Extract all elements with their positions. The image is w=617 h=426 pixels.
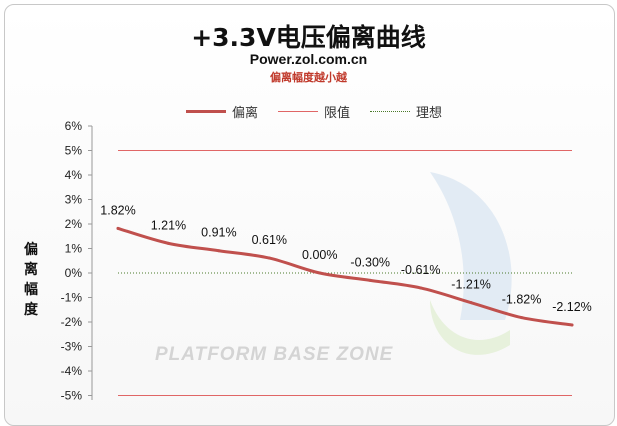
data-label: 0.91%: [201, 226, 236, 240]
data-point: [217, 249, 221, 253]
legend-swatch-ideal: [370, 110, 410, 112]
chart-plot: PLATFORM BASE ZONE 6% 5% 4% 3% 2% 1% 0% -1% -2% -…: [61, 119, 592, 401]
data-point: [419, 286, 423, 290]
legend-item-deviation: 偏离: [186, 102, 259, 121]
y-tick-label: 1%: [65, 242, 83, 256]
data-label: 1.82%: [100, 203, 135, 217]
chart-note: 偏离幅度越小越: [270, 71, 347, 84]
y-axis-label: 偏 离 幅 度: [22, 240, 40, 320]
data-label: 0.61%: [252, 233, 287, 247]
legend-label-ideal: 理想: [416, 105, 443, 121]
watermark: PLATFORM BASE ZONE: [155, 172, 512, 365]
y-tick-label: -5%: [61, 389, 83, 401]
y-tick-label: 6%: [65, 119, 83, 133]
legend-label-limit: 限值: [324, 105, 351, 121]
data-point: [368, 278, 372, 282]
y-axis-label-char: 偏: [24, 242, 38, 258]
y-tick-label: 4%: [65, 168, 83, 182]
chart-frame: [4, 4, 615, 426]
y-tick-label: -1%: [61, 291, 83, 305]
chart-title: +3.3V电压偏离曲线: [191, 23, 426, 52]
y-tick-label: -2%: [61, 315, 83, 329]
legend-label-deviation: 偏离: [232, 105, 259, 121]
data-point: [520, 316, 524, 320]
data-point: [318, 271, 322, 275]
y-tick-label: 0%: [65, 266, 83, 280]
data-label: -1.21%: [451, 278, 491, 292]
watermark-logo-shape: [430, 172, 512, 320]
chart-subtitle: Power.zol.com.cn: [249, 51, 368, 67]
data-point: [166, 241, 170, 245]
data-label: -1.82%: [502, 293, 542, 307]
data-label: -0.30%: [350, 255, 390, 269]
data-label: 0.00%: [302, 248, 337, 262]
legend-item-ideal: 理想: [370, 102, 443, 121]
data-label: -0.61%: [401, 263, 441, 277]
y-tick-label: 2%: [65, 217, 83, 231]
y-tick-label: -3%: [61, 340, 83, 354]
legend-swatch-deviation: [186, 109, 226, 113]
data-point: [469, 301, 473, 305]
y-axis-label-char: 度: [24, 302, 38, 318]
y-axis-label-char: 幅: [24, 282, 38, 298]
data-point: [570, 323, 574, 327]
watermark-logo-shape: [430, 300, 510, 355]
watermark-text: PLATFORM BASE ZONE: [155, 344, 394, 365]
series-line-deviation: [116, 226, 574, 327]
y-tick-label: -4%: [61, 364, 83, 378]
y-tick-label: 5%: [65, 144, 83, 158]
data-label: 1.21%: [151, 218, 186, 232]
y-axis-label-char: 离: [24, 262, 38, 278]
legend-item-limit: 限值: [278, 102, 351, 121]
data-point: [267, 256, 271, 260]
legend-swatch-limit: [278, 110, 318, 112]
data-point: [116, 226, 120, 230]
legend: 偏离 限值 理想: [0, 102, 617, 121]
data-label: -2.12%: [552, 300, 592, 314]
y-tick-label: 3%: [65, 193, 83, 207]
